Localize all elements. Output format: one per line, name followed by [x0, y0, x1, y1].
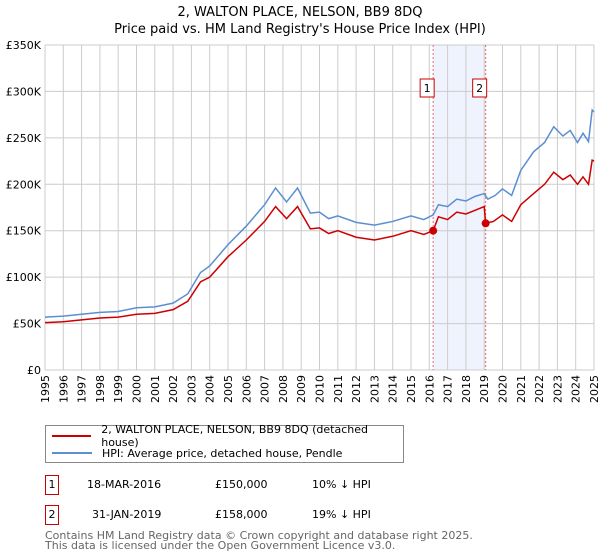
chart-title: 2, WALTON PLACE, NELSON, BB9 8DQ	[177, 5, 423, 20]
legend-swatch-blue	[52, 452, 92, 454]
x-tick-label: 2022	[533, 375, 546, 403]
x-tick-label: 2020	[497, 375, 510, 403]
footer-line: This data is licensed under the Open Gov…	[45, 539, 396, 552]
x-tick-label: 2002	[167, 375, 180, 403]
sale-label: 2	[476, 82, 483, 95]
x-tick-label: 1995	[39, 375, 52, 403]
legend-label: HPI: Average price, detached house, Pend…	[102, 446, 343, 460]
y-tick-label: £350K	[6, 39, 42, 52]
legend-swatch-red	[52, 435, 92, 437]
x-tick-label: 2014	[387, 375, 400, 403]
x-tick-label: 2000	[131, 375, 144, 403]
x-tick-label: 2025	[588, 375, 600, 403]
x-tick-label: 1998	[94, 375, 107, 403]
x-tick-label: 2019	[478, 375, 491, 403]
x-tick-label: 2017	[442, 375, 455, 403]
y-tick-label: £200K	[6, 178, 42, 191]
sale-period-shade	[433, 45, 486, 370]
y-tick-label: £100K	[6, 271, 42, 284]
x-tick-label: 2023	[551, 375, 564, 403]
x-tick-label: 2015	[405, 375, 418, 403]
sale-label: 1	[424, 82, 431, 95]
x-tick-label: 2007	[259, 375, 272, 403]
x-tick-label: 2013	[368, 375, 381, 403]
x-tick-label: 2003	[185, 375, 198, 403]
x-tick-label: 2006	[240, 375, 253, 403]
legend-label: 2, WALTON PLACE, NELSON, BB9 8DQ (detach…	[101, 423, 368, 449]
sale-point	[429, 226, 438, 235]
series-line-property	[44, 159, 595, 324]
x-tick-label: 2021	[515, 375, 528, 403]
y-tick-label: £250K	[6, 132, 42, 145]
chart-subtitle: Price paid vs. HM Land Registry's House …	[114, 22, 486, 37]
x-tick-label: 2009	[295, 375, 308, 403]
legend: 2, WALTON PLACE, NELSON, BB9 8DQ (detach…	[45, 423, 404, 463]
sale-date: 31-JAN-2019	[92, 508, 162, 521]
hpi-delta: 19% ↓ HPI	[312, 508, 371, 521]
x-tick-label: 2011	[332, 375, 345, 403]
y-tick-label: £150K	[6, 225, 42, 238]
legend-item-hpi: HPI: Average price, detached house, Pend…	[52, 445, 342, 461]
sale-price: £150,000	[215, 478, 268, 491]
hpi-delta: 10% ↓ HPI	[312, 478, 371, 491]
footer: Contains HM Land Registry data © Crown c…	[45, 529, 473, 552]
x-tick-label: 2004	[204, 375, 217, 403]
x-tick-label: 1997	[76, 375, 89, 403]
x-tick-label: 1996	[57, 375, 70, 403]
sale-label-box	[472, 78, 488, 98]
footer-line: Contains HM Land Registry data © Crown c…	[45, 529, 473, 542]
x-tick-label: 2016	[423, 375, 436, 403]
x-tick-label: 2001	[149, 375, 162, 403]
sale-price: £158,000	[215, 508, 268, 521]
x-tick-label: 1999	[112, 375, 125, 403]
table-row: 2 31-JAN-2019 £158,000 19% ↓ HPI	[45, 505, 465, 525]
x-tick-label: 2005	[222, 375, 235, 403]
x-tick-label: 2010	[314, 375, 327, 403]
y-tick-label: £0	[27, 364, 41, 377]
marker-badge: 1	[45, 475, 59, 495]
marker-badge: 2	[45, 505, 59, 525]
x-tick-label: 2008	[277, 375, 290, 403]
x-tick-label: 2024	[570, 375, 583, 403]
sale-date: 18-MAR-2016	[87, 478, 162, 491]
y-tick-label: £50K	[13, 318, 42, 331]
series-line-hpi	[44, 108, 595, 318]
plot-area: 1995 1996 1997 1998 1999 2000 2001 2002 2003 2004…	[6, 39, 600, 403]
sale-label-box	[419, 78, 435, 98]
table-row: 1 18-MAR-2016 £150,000 10% ↓ HPI	[45, 475, 465, 495]
sale-point	[481, 219, 490, 228]
x-tick-label: 2018	[460, 375, 473, 403]
y-tick-label: £300K	[6, 85, 42, 98]
x-tick-label: 2012	[350, 375, 363, 403]
legend-item-property: 2, WALTON PLACE, NELSON, BB9 8DQ (detach…	[52, 423, 403, 449]
